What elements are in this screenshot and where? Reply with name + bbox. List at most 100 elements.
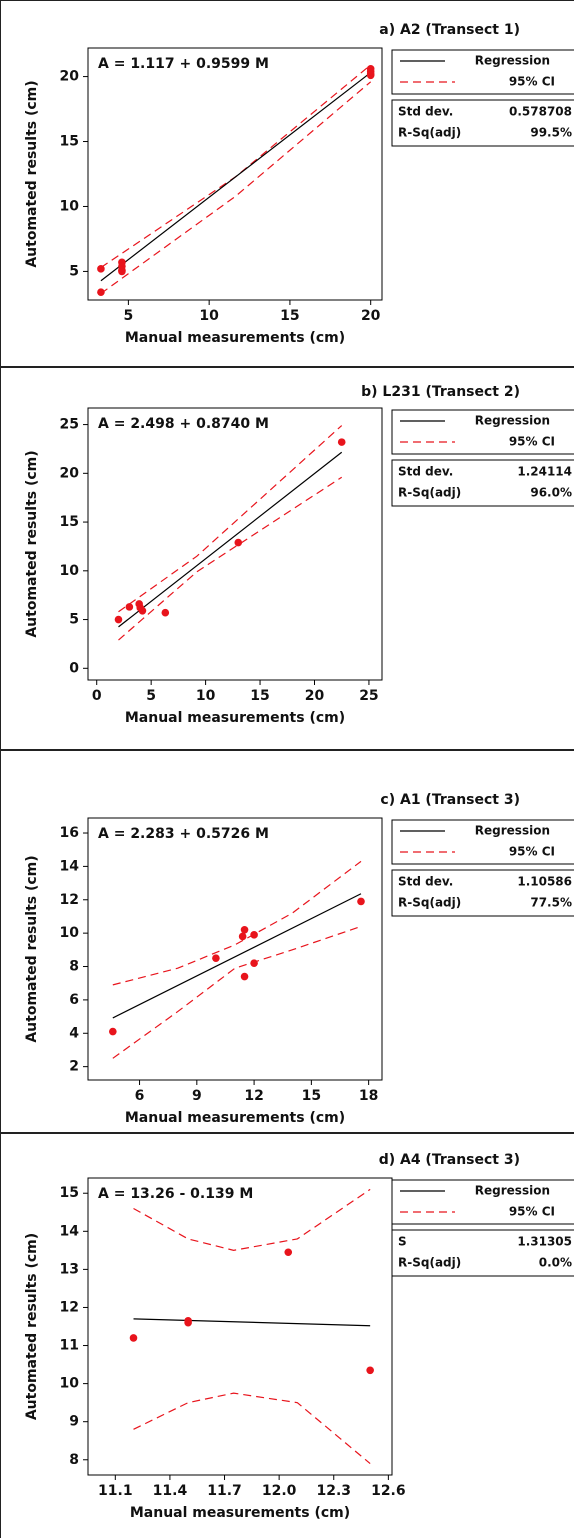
x-tick-label: 20 [305,688,325,704]
legend-label: 95% CI [509,845,555,859]
stats-box [391,99,574,147]
equation: A = 2.283 + 0.5726 M [98,826,269,842]
panel-frame [0,0,574,367]
data-point [114,615,123,624]
stats-box [391,459,574,507]
data-point [97,288,105,297]
data-point [212,954,220,962]
x-axis-label: Manual measurements (cm) [125,1110,345,1126]
x-tick-label: 12.0 [262,1483,297,1499]
data-point [138,606,147,615]
stats-box [391,869,574,917]
legend-label: 95% CI [509,435,555,449]
panel-title: c) A1 (Transect 3) [380,792,520,808]
plot-area [87,817,383,1081]
x-tick-label: 15 [250,688,269,704]
ci-line [112,860,362,986]
y-tick-label: 2 [69,1059,79,1075]
y-tick-label: 8 [69,1452,79,1468]
y-tick-label: 20 [60,465,80,481]
x-tick-label: 9 [192,1088,202,1104]
x-tick-label: 12.3 [316,1483,351,1499]
data-point [238,932,247,941]
y-axis-label: Automated results (cm) [24,1233,40,1420]
y-tick-label: 14 [60,858,80,874]
y-tick-label: 10 [60,563,80,579]
ci-line [133,1392,371,1465]
panel-title: d) A4 (Transect 3) [379,1152,520,1168]
stat-value: 1.10586 [517,875,572,889]
stat-name: Std dev. [398,465,453,479]
data-point [125,603,134,611]
stat-name: R-Sq(adj) [398,126,461,140]
regression-line [118,451,343,628]
y-tick-label: 11 [60,1338,79,1354]
stat-name: Std dev. [398,105,453,119]
data-point [109,1027,117,1036]
panel-frame [0,1133,574,1538]
y-tick-label: 10 [60,1376,80,1392]
y-tick-label: 10 [60,925,80,941]
x-tick-label: 5 [124,308,134,324]
x-tick-label: 0 [92,688,102,704]
x-axis-label: Manual measurements (cm) [125,710,345,726]
y-tick-label: 12 [60,1299,79,1315]
data-point [97,265,105,273]
y-tick-label: 20 [60,69,80,85]
equation: A = 2.498 + 0.8740 M [98,416,269,432]
data-point [184,1316,192,1325]
y-tick-label: 5 [69,263,79,279]
data-point [250,931,258,939]
legend-label: 95% CI [509,1205,555,1219]
y-tick-label: 0 [69,660,79,676]
data-point [366,71,375,80]
data-point [240,972,249,981]
stat-name: R-Sq(adj) [398,1256,461,1270]
y-tick-label: 8 [69,959,79,975]
data-point [129,1334,138,1342]
x-tick-label: 6 [135,1088,145,1104]
equation: A = 1.117 + 0.9599 M [98,56,269,72]
y-axis-label: Automated results (cm) [24,80,40,267]
stat-value: 1.24114 [517,465,572,479]
x-tick-label: 10 [196,688,216,704]
stat-value: 99.5% [530,126,572,140]
x-tick-label: 11.7 [207,1483,242,1499]
data-point [161,608,170,617]
x-axis-label: Manual measurements (cm) [125,330,345,346]
legend-label: Regression [475,414,550,428]
stat-name: R-Sq(adj) [398,896,461,910]
legend-label: 95% CI [509,75,555,89]
stat-name: S [398,1235,407,1249]
x-tick-label: 12 [244,1088,263,1104]
y-tick-label: 4 [69,1025,79,1041]
y-tick-label: 14 [60,1223,80,1239]
x-tick-label: 11.4 [153,1483,188,1499]
regression-line [112,893,362,1019]
plot-area [87,1177,393,1476]
x-tick-label: 18 [359,1088,378,1104]
x-axis-label: Manual measurements (cm) [130,1505,350,1521]
y-tick-label: 15 [60,134,79,150]
x-tick-label: 15 [302,1088,321,1104]
y-tick-label: 15 [60,514,79,530]
legend-label: Regression [475,1184,550,1198]
data-point [366,1366,374,1375]
panel-frame [0,750,574,1133]
x-tick-label: 5 [146,688,156,704]
regression-line [100,72,372,282]
stats-box [391,1229,574,1277]
y-tick-label: 12 [60,892,79,908]
y-tick-label: 5 [69,612,79,628]
x-tick-label: 11.1 [98,1483,133,1499]
legend-box [391,1179,574,1225]
stat-value: 96.0% [530,486,572,500]
panel-title: b) L231 (Transect 2) [361,384,520,400]
y-tick-label: 6 [69,992,79,1008]
data-point [250,959,258,967]
plot-area [87,47,383,301]
y-axis-label: Automated results (cm) [24,855,40,1042]
stat-name: Std dev. [398,875,453,889]
y-axis-label: Automated results (cm) [24,450,40,637]
data-point [357,897,365,906]
